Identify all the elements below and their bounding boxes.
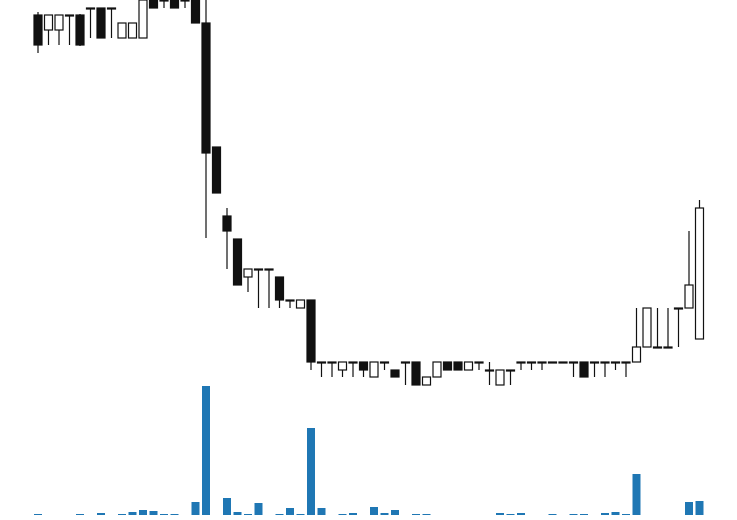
candle-body xyxy=(43,14,54,31)
candle-body xyxy=(274,276,285,301)
candle-body xyxy=(516,361,526,364)
volume-bar xyxy=(149,511,158,515)
candle-body xyxy=(673,307,684,310)
candle-body xyxy=(684,284,694,309)
candle-body xyxy=(694,207,705,340)
candle-body xyxy=(663,346,673,349)
candle-body xyxy=(127,22,138,39)
candle-body xyxy=(54,14,64,31)
candle-body xyxy=(253,268,264,271)
candle-body xyxy=(295,299,306,309)
volume-bar xyxy=(286,508,294,515)
candle-body xyxy=(589,361,600,364)
candle-body xyxy=(610,361,621,364)
candle-body xyxy=(390,369,400,378)
volume-bar xyxy=(223,498,231,515)
candle-body xyxy=(652,346,663,349)
volume-bar xyxy=(233,512,242,515)
candle-body xyxy=(159,0,169,2)
candle-body xyxy=(369,361,379,378)
candle-body xyxy=(568,361,579,364)
candle-body xyxy=(306,299,316,363)
volume-bar xyxy=(632,474,641,515)
candle-body xyxy=(117,22,127,39)
candle-body xyxy=(379,361,390,364)
volume-bar xyxy=(254,503,263,515)
candle-body xyxy=(201,22,211,154)
candle-body xyxy=(85,7,96,10)
volume-bar xyxy=(391,510,399,515)
candle-body xyxy=(526,361,537,364)
candle-body xyxy=(474,361,484,364)
volume-panel xyxy=(34,386,704,515)
candle-body xyxy=(463,361,474,371)
candle-body xyxy=(400,361,411,364)
volume-bar xyxy=(349,513,357,515)
candle-body xyxy=(33,14,43,46)
volume-bar xyxy=(317,508,326,515)
candle-body xyxy=(64,14,75,17)
candle-body xyxy=(484,369,495,372)
candle-body xyxy=(180,0,190,2)
candle-body xyxy=(138,0,148,39)
volume-bar xyxy=(139,510,147,515)
candle-body xyxy=(621,361,631,364)
candle-body xyxy=(190,0,201,24)
candle-body xyxy=(453,361,463,371)
candle-body xyxy=(264,268,274,271)
candle-body xyxy=(337,361,348,371)
candle-body xyxy=(106,7,117,10)
candle-body xyxy=(495,369,505,386)
volume-bar xyxy=(601,513,609,515)
candle-body xyxy=(232,238,243,286)
volume-bar xyxy=(128,512,137,515)
candle-body xyxy=(505,369,516,372)
candle-body xyxy=(600,361,610,364)
volume-bar xyxy=(202,386,210,515)
volume-bar xyxy=(380,513,389,515)
volume-bar xyxy=(517,513,525,515)
volume-bar xyxy=(611,512,620,515)
candle-body xyxy=(96,7,106,39)
volume-bar xyxy=(307,428,315,515)
volume-bar xyxy=(496,513,504,515)
candle-body xyxy=(169,0,180,9)
candle-body xyxy=(243,268,253,278)
candle-body xyxy=(442,361,453,371)
volume-bar xyxy=(191,502,200,515)
price-panel xyxy=(33,0,705,386)
candle-body xyxy=(558,361,568,364)
candle-body xyxy=(148,0,159,9)
candle-body xyxy=(358,361,369,371)
volume-bar xyxy=(685,502,693,515)
candle-body xyxy=(642,307,652,348)
candle-body xyxy=(327,361,337,364)
candle-body xyxy=(75,14,85,46)
volume-bar xyxy=(695,501,704,515)
candle-body xyxy=(631,346,642,363)
candle-body xyxy=(211,146,222,194)
candle-body xyxy=(316,361,327,364)
volume-bar xyxy=(97,513,105,515)
candle-body xyxy=(432,361,442,378)
candle-body xyxy=(421,376,432,386)
candle-body xyxy=(547,361,558,364)
candle-body xyxy=(222,215,232,232)
candle-body xyxy=(579,361,589,378)
candle-body xyxy=(348,361,358,364)
candle-body xyxy=(411,361,421,386)
volume-bar xyxy=(370,507,378,515)
candle-body xyxy=(285,299,295,302)
candle-body xyxy=(537,361,547,364)
